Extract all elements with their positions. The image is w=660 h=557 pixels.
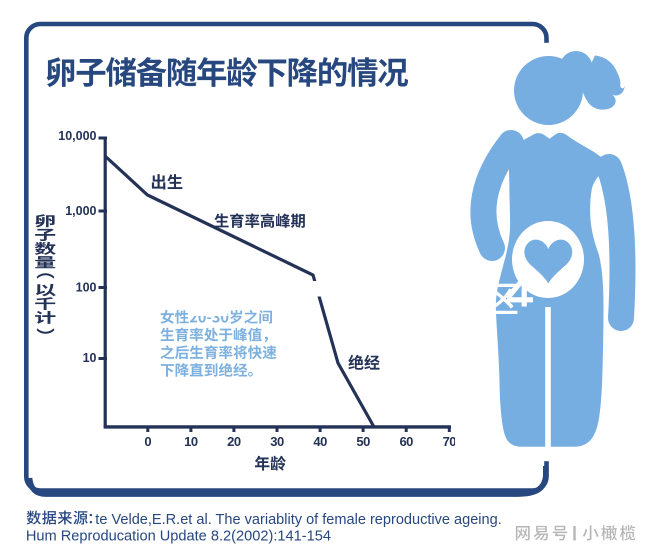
svg-text:40: 40 — [313, 434, 327, 449]
svg-text:100: 100 — [76, 281, 97, 295]
svg-text:1,000: 1,000 — [65, 204, 96, 218]
svg-text:te Velde,E.R.et al. The variab: te Velde,E.R.et al. The variablity of fe… — [95, 512, 501, 528]
svg-text:20: 20 — [227, 434, 241, 449]
svg-text:10: 10 — [184, 434, 198, 449]
svg-text:30: 30 — [270, 434, 284, 449]
svg-text:50: 50 — [356, 434, 370, 449]
svg-text:70: 70 — [443, 434, 457, 449]
svg-text:10: 10 — [83, 351, 97, 365]
svg-text:0: 0 — [144, 434, 151, 449]
svg-text:60: 60 — [399, 434, 413, 449]
svg-text:Hum Reproducation Update 8.2(2: Hum Reproducation Update 8.2(2002):141-1… — [26, 529, 331, 545]
svg-text:10,000: 10,000 — [58, 129, 96, 143]
